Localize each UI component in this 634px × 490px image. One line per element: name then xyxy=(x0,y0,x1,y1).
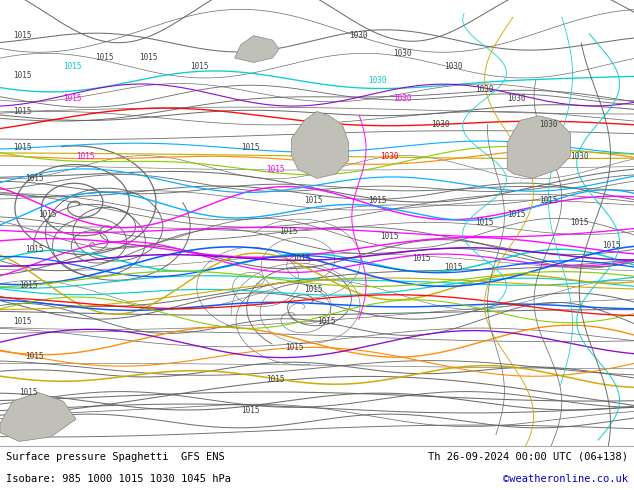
Text: 1015: 1015 xyxy=(241,406,259,415)
Text: 1015: 1015 xyxy=(38,210,56,219)
Polygon shape xyxy=(0,392,76,441)
Text: 1015: 1015 xyxy=(13,317,31,325)
Text: 1015: 1015 xyxy=(539,196,557,205)
Text: 1030: 1030 xyxy=(539,121,557,129)
Text: 1015: 1015 xyxy=(63,94,82,102)
Text: 1015: 1015 xyxy=(317,317,335,325)
Text: 1015: 1015 xyxy=(292,254,310,263)
Text: 1015: 1015 xyxy=(63,62,82,72)
Text: 1015: 1015 xyxy=(476,219,494,227)
Text: 1015: 1015 xyxy=(412,254,430,263)
Text: 1030: 1030 xyxy=(444,62,462,72)
Text: Surface pressure Spaghetti  GFS ENS: Surface pressure Spaghetti GFS ENS xyxy=(6,452,225,462)
Text: 1015: 1015 xyxy=(279,227,297,236)
Text: 1030: 1030 xyxy=(431,121,450,129)
Text: 1015: 1015 xyxy=(380,232,399,241)
Text: 1015: 1015 xyxy=(444,263,462,272)
Text: 1015: 1015 xyxy=(266,165,285,174)
Text: 1015: 1015 xyxy=(507,210,526,219)
Text: 1015: 1015 xyxy=(241,143,259,151)
Text: 1030: 1030 xyxy=(368,76,386,85)
Text: 1015: 1015 xyxy=(602,241,621,250)
Text: 1015: 1015 xyxy=(571,219,589,227)
Text: 1015: 1015 xyxy=(266,374,285,384)
Polygon shape xyxy=(507,116,571,178)
Text: 1015: 1015 xyxy=(13,31,31,40)
Text: Th 26-09-2024 00:00 UTC (06+138): Th 26-09-2024 00:00 UTC (06+138) xyxy=(428,452,628,462)
Text: 1015: 1015 xyxy=(76,151,94,161)
Text: 1015: 1015 xyxy=(285,343,304,352)
Text: 1015: 1015 xyxy=(368,196,386,205)
Text: 1015: 1015 xyxy=(19,281,37,290)
Text: 1015: 1015 xyxy=(25,245,44,254)
Text: 1030: 1030 xyxy=(476,85,494,94)
Text: 1015: 1015 xyxy=(13,143,31,151)
Text: 1030: 1030 xyxy=(393,49,411,58)
Polygon shape xyxy=(292,112,349,178)
Text: 1015: 1015 xyxy=(25,174,44,183)
Text: 1030: 1030 xyxy=(349,31,367,40)
Text: 1015: 1015 xyxy=(25,352,44,361)
Polygon shape xyxy=(235,36,279,62)
Text: 1015: 1015 xyxy=(13,72,31,80)
Text: 1030: 1030 xyxy=(380,151,399,161)
Text: 1015: 1015 xyxy=(19,388,37,397)
Text: 1030: 1030 xyxy=(571,151,589,161)
Text: 1015: 1015 xyxy=(139,53,158,62)
Text: 1030: 1030 xyxy=(393,94,411,102)
Text: Isobare: 985 1000 1015 1030 1045 hPa: Isobare: 985 1000 1015 1030 1045 hPa xyxy=(6,474,231,484)
Text: 1015: 1015 xyxy=(13,107,31,116)
Text: 1015: 1015 xyxy=(304,196,323,205)
Text: 1015: 1015 xyxy=(95,53,113,62)
Text: 1015: 1015 xyxy=(190,62,209,72)
Text: ©weatheronline.co.uk: ©weatheronline.co.uk xyxy=(503,474,628,484)
Text: 1015: 1015 xyxy=(304,285,323,294)
Text: 1030: 1030 xyxy=(507,94,526,102)
